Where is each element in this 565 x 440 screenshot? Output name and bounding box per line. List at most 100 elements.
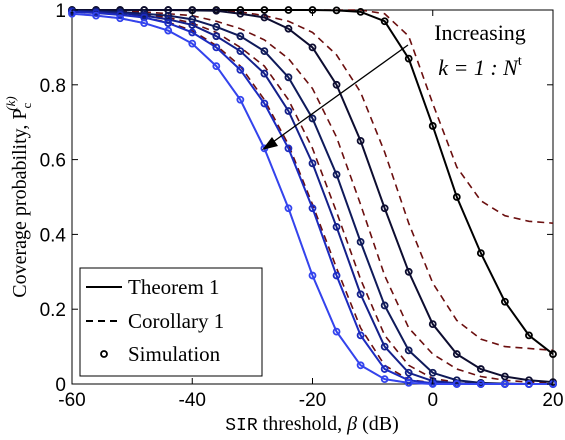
corollary-line-k2 — [72, 9, 554, 352]
simulation-point-k3 — [356, 237, 365, 246]
corollary-line-k4 — [71, 10, 553, 385]
legend-simulation-swatch — [100, 350, 108, 358]
simulation-point-k3 — [380, 301, 389, 310]
simulation-point-k3 — [452, 376, 461, 385]
theorem-line-k2 — [72, 9, 554, 384]
simulation-point-k6 — [380, 375, 389, 384]
simulation-point-k1 — [380, 17, 389, 26]
simulation-point-k3 — [260, 47, 269, 56]
simulation-point-k1 — [236, 6, 245, 14]
simulation-point-k5 — [116, 10, 124, 19]
simulation-point-k2 — [260, 13, 269, 22]
simulation-point-k3 — [236, 32, 245, 41]
x-tick-label: -60 — [58, 390, 85, 411]
x-axis-label-text: threshold, — [258, 413, 347, 435]
simulation-point-k6 — [236, 95, 245, 104]
y-tick-label: 0.4 — [40, 225, 67, 246]
simulation-point-k5 — [212, 43, 221, 52]
simulation-point-k2 — [525, 376, 533, 385]
simulation-point-k3 — [404, 346, 413, 355]
simulation-point-k5 — [308, 204, 317, 213]
simulation-point-k5 — [92, 9, 100, 17]
simulation-point-k6 — [188, 39, 197, 48]
simulation-point-k5 — [404, 376, 413, 385]
simulation-point-k3 — [332, 170, 341, 179]
simulation-point-k2 — [356, 136, 365, 145]
legend: Theorem 1 Corollary 1 Simulation — [79, 267, 263, 377]
simulation-point-k6 — [284, 204, 293, 213]
y-axis-ticks: 0 0.2 0.4 0.6 0.8 1 — [40, 1, 553, 396]
simulation-point-k6 — [404, 378, 413, 387]
simulation-point-k5 — [236, 65, 245, 74]
y-tick-label: 0.2 — [40, 300, 66, 321]
x-axis-label-sir: SIR — [225, 416, 258, 436]
simulation-point-k4 — [236, 47, 245, 56]
simulation-point-k2 — [332, 80, 341, 89]
simulation-point-k4 — [284, 107, 293, 115]
x-tick-label: 20 — [542, 390, 563, 411]
y-tick-label: 0.6 — [40, 151, 66, 172]
x-axis-label-beta: β — [346, 413, 357, 435]
simulation-point-k1 — [284, 6, 293, 14]
simulation-point-k6 — [525, 380, 533, 388]
y-axis-label-superscript: (k) — [3, 96, 18, 110]
simulation-point-k5 — [380, 365, 389, 373]
simulation-point-k4 — [260, 69, 269, 78]
simulation-point-k1 — [452, 193, 461, 201]
simulation-point-k1 — [428, 122, 437, 130]
simulation-point-k6 — [92, 11, 100, 20]
theorem-line-k6 — [71, 12, 553, 385]
simulation-point-k6 — [164, 26, 173, 35]
simulation-point-k5 — [284, 144, 293, 153]
simulation-point-k4 — [308, 159, 317, 168]
annotation-arrow-line — [265, 44, 409, 148]
simulation-point-k2 — [284, 24, 293, 33]
annotation-arrowhead — [262, 137, 278, 150]
simulation-point-k1 — [549, 350, 557, 358]
legend-simulation-label: Simulation — [128, 342, 221, 366]
simulation-point-k2 — [452, 350, 461, 358]
y-tick-label: 0 — [55, 375, 66, 396]
simulation-point-k1 — [260, 6, 269, 14]
simulation-point-k1 — [404, 54, 413, 63]
simulation-point-k3 — [428, 368, 437, 377]
simulation-point-k5 — [332, 271, 341, 280]
simulation-point-k1 — [356, 7, 365, 16]
y-axis-label-subscript: c — [19, 102, 34, 108]
simulation-point-k2 — [500, 372, 509, 381]
simulation-point-k6 — [212, 62, 221, 70]
simulation-point-k6 — [140, 19, 149, 27]
simulation-point-k6 — [476, 380, 485, 388]
simulation-point-k5 — [356, 331, 365, 340]
simulation-point-k4 — [188, 21, 197, 29]
simulation-point-k5 — [164, 19, 173, 27]
simulation-point-k1 — [476, 249, 485, 258]
simulation-point-k1 — [500, 297, 509, 306]
y-tick-label: 1 — [55, 1, 66, 22]
y-axis-label-text: Coverage probability, — [9, 120, 31, 298]
x-tick-label: -20 — [299, 390, 326, 411]
simulation-point-k4 — [356, 290, 365, 299]
simulation-point-k6 — [356, 361, 365, 370]
simulation-point-k4 — [212, 32, 221, 41]
y-axis-label-symbol: P — [9, 108, 31, 119]
y-axis-label: Coverage probability, Pc(k) — [3, 96, 34, 297]
x-tick-label: 0 — [427, 390, 438, 411]
annotation-k-range-text: k = 1 : N — [438, 55, 519, 80]
simulation-point-k2 — [404, 267, 413, 276]
simulation-point-k6 — [452, 380, 461, 388]
simulation-point-k2 — [476, 365, 485, 373]
simulation-point-k3 — [284, 73, 293, 82]
simulation-point-k6 — [332, 327, 341, 336]
simulation-point-k3 — [308, 114, 317, 123]
simulation-point-k1 — [525, 331, 533, 340]
simulation-point-k2 — [236, 9, 245, 18]
corollary-line-k3 — [71, 9, 554, 384]
simulation-point-k5 — [188, 28, 197, 37]
simulation-point-k2 — [380, 204, 389, 213]
simulation-point-k4 — [380, 342, 389, 351]
theorem-line-k3 — [71, 9, 553, 385]
x-axis-label-unit: (dB) — [357, 413, 399, 435]
annotation-k-range: k = 1 : Nt — [438, 54, 522, 80]
simulation-point-k5 — [260, 99, 269, 108]
